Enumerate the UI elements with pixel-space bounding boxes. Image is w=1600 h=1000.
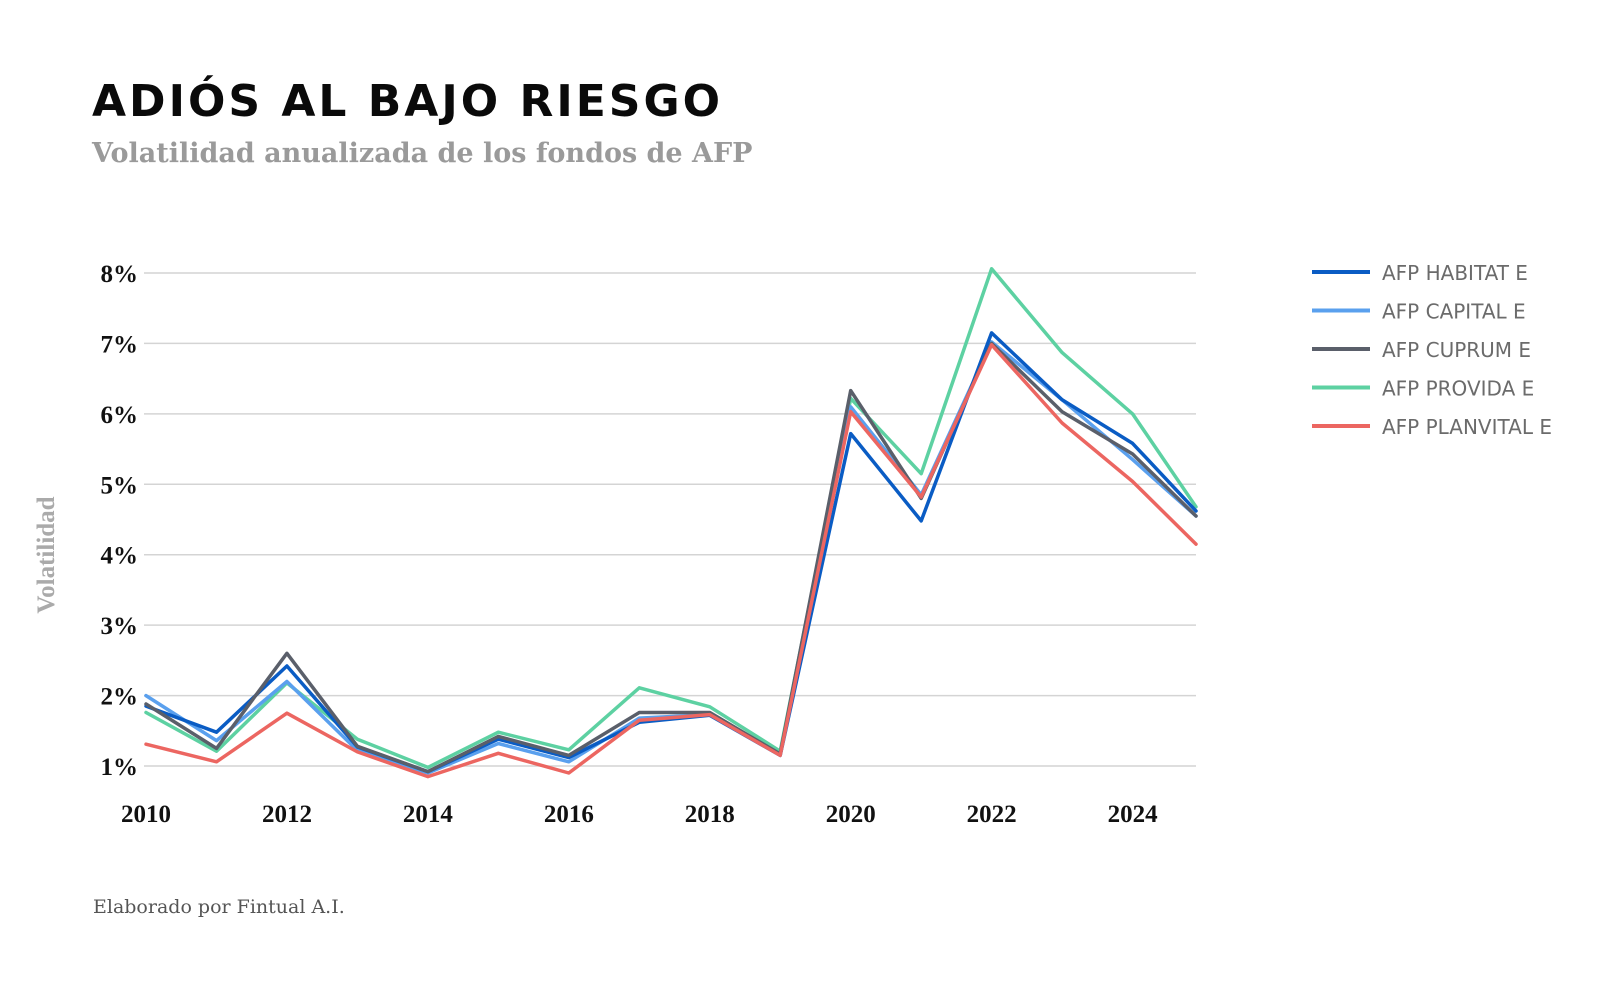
series-lines <box>144 267 1198 779</box>
x-tick-label: 2014 <box>403 801 454 828</box>
series-line-afp-provida-e <box>144 267 1198 770</box>
series-line-afp-planvital-e <box>144 343 1198 779</box>
y-axis-label: Volatilidad <box>33 496 60 613</box>
legend-label: AFP PROVIDA E <box>1382 377 1534 401</box>
x-axis-ticks: 2010 2012 2014 2016 2018 2020 2022 2024 <box>121 801 1158 828</box>
y-tick-label: 5% <box>101 472 139 499</box>
x-tick-label: 2018 <box>685 801 735 828</box>
x-tick-label: 2016 <box>544 801 594 828</box>
y-tick-label: 6% <box>101 402 139 429</box>
credit-text: Elaborado por Fintual A.I. <box>93 896 345 918</box>
x-tick-label: 2012 <box>262 801 312 828</box>
legend-label: AFP CAPITAL E <box>1382 300 1526 324</box>
x-tick-label: 2022 <box>967 801 1017 828</box>
y-tick-label: 8% <box>101 261 139 288</box>
legend-label: AFP CUPRUM E <box>1382 338 1531 362</box>
chart-subtitle: Volatilidad anualizada de los fondos de … <box>92 138 753 169</box>
legend: AFP HABITAT E AFP CAPITAL E AFP CUPRUM E AF… <box>1312 261 1552 439</box>
legend-label: AFP PLANVITAL E <box>1382 415 1552 439</box>
series-line-afp-cuprum-e <box>144 341 1198 774</box>
x-tick-label: 2010 <box>121 801 171 828</box>
chart-title: ADIÓS AL BAJO RIESGO <box>92 76 723 127</box>
y-tick-label: 7% <box>101 331 139 358</box>
y-tick-label: 1% <box>101 754 139 781</box>
series-line-afp-capital-e <box>144 340 1198 775</box>
y-tick-label: 2% <box>101 684 139 711</box>
legend-label: AFP HABITAT E <box>1382 261 1528 285</box>
y-tick-label: 3% <box>101 613 139 640</box>
gridlines <box>144 272 1196 767</box>
x-tick-label: 2024 <box>1108 801 1159 828</box>
y-axis-ticks: 1% 2% 3% 4% 5% 6% 7% 8% <box>101 261 139 781</box>
x-tick-label: 2020 <box>826 801 876 828</box>
y-tick-label: 4% <box>101 543 139 570</box>
